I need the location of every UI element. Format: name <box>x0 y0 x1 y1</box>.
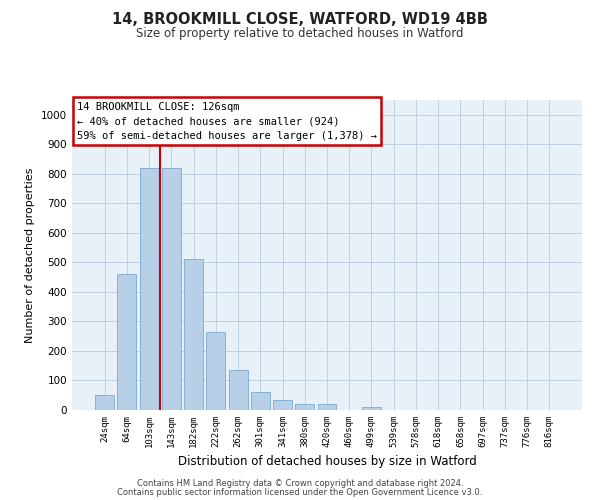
Bar <box>95 395 114 410</box>
Text: Contains HM Land Registry data © Crown copyright and database right 2024.: Contains HM Land Registry data © Crown c… <box>137 478 463 488</box>
Text: 14, BROOKMILL CLOSE, WATFORD, WD19 4BB: 14, BROOKMILL CLOSE, WATFORD, WD19 4BB <box>112 12 488 28</box>
Bar <box>184 260 203 410</box>
Bar <box>362 407 381 410</box>
Bar <box>118 274 136 410</box>
Text: 14 BROOKMILL CLOSE: 126sqm
← 40% of detached houses are smaller (924)
59% of sem: 14 BROOKMILL CLOSE: 126sqm ← 40% of deta… <box>77 102 377 141</box>
Text: Size of property relative to detached houses in Watford: Size of property relative to detached ho… <box>136 28 464 40</box>
Y-axis label: Number of detached properties: Number of detached properties <box>25 168 35 342</box>
Bar <box>295 404 314 410</box>
Bar <box>162 168 181 410</box>
X-axis label: Distribution of detached houses by size in Watford: Distribution of detached houses by size … <box>178 456 476 468</box>
Text: Contains public sector information licensed under the Open Government Licence v3: Contains public sector information licen… <box>118 488 482 497</box>
Bar <box>317 404 337 410</box>
Bar <box>229 370 248 410</box>
Bar <box>206 332 225 410</box>
Bar <box>140 168 158 410</box>
Bar <box>251 392 270 410</box>
Bar <box>273 400 292 410</box>
